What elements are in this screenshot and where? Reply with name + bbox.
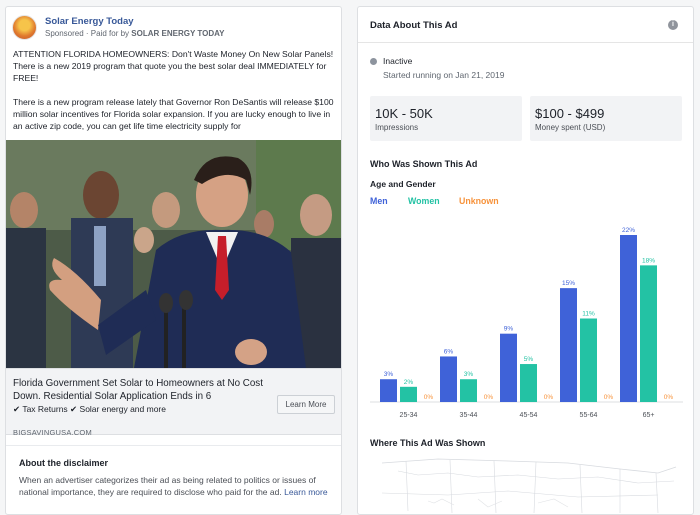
- info-icon[interactable]: i: [668, 20, 678, 30]
- us-map: [378, 457, 678, 514]
- divider: [358, 42, 693, 43]
- bar-women-55-64: [580, 318, 597, 402]
- data-label: 11%: [582, 311, 595, 318]
- link-preview[interactable]: Florida Government Set Solar to Homeowne…: [6, 368, 341, 437]
- data-label: 6%: [444, 348, 454, 355]
- sponsored-prefix: Sponsored · Paid for by: [45, 29, 132, 38]
- ad-body-text: ATTENTION FLORIDA HOMEOWNERS: Don't Wast…: [13, 48, 337, 144]
- link-domain: BIGSAVINGUSA.COM: [13, 428, 92, 437]
- ad-data-panel: Data About This Ad i Inactive Started ru…: [357, 6, 694, 515]
- x-tick-label: 65+: [643, 412, 655, 419]
- data-label: 0%: [544, 394, 554, 401]
- impressions-value: 10K - 50K: [375, 106, 433, 121]
- data-label: 15%: [562, 280, 575, 287]
- x-tick-label: 45-54: [520, 412, 538, 419]
- sponsored-line: Sponsored · Paid for by SOLAR ENERGY TOD…: [45, 29, 225, 38]
- legend-unknown[interactable]: Unknown: [459, 196, 499, 206]
- data-label: 3%: [384, 371, 394, 378]
- age-gender-chart: 3% 2% 0% 25-34 6% 3% 0% 35-44 9% 5% 0% 45-54 15% 11% 0…: [370, 227, 683, 419]
- start-date: Started running on Jan 21, 2019: [383, 70, 505, 80]
- x-tick-label: 35-44: [460, 412, 478, 419]
- data-label: 9%: [504, 326, 514, 333]
- x-tick-label: 55-64: [580, 412, 598, 419]
- data-label: 0%: [424, 394, 434, 401]
- page-avatar[interactable]: [12, 15, 37, 40]
- divider: [6, 445, 341, 446]
- spend-value: $100 - $499: [535, 106, 605, 121]
- data-label: 0%: [664, 394, 674, 401]
- ad-paragraph-2: There is a new program release lately th…: [13, 97, 334, 131]
- ad-photo-illustration: [6, 140, 341, 368]
- ad-preview-card: Solar Energy Today Sponsored · Paid for …: [5, 6, 342, 515]
- bar-women-35-44: [460, 379, 477, 402]
- who-shown-title: Who Was Shown This Ad: [370, 159, 478, 169]
- age-gender-label: Age and Gender: [370, 179, 436, 189]
- status-dot-icon: [370, 58, 377, 65]
- disclaimer-title: About the disclaimer: [19, 458, 109, 468]
- data-label: 0%: [484, 394, 494, 401]
- impressions-label: Impressions: [375, 123, 419, 132]
- legend-women[interactable]: Women: [408, 196, 440, 206]
- spend-label: Money spent (USD): [535, 123, 606, 132]
- disclaimer-text: When an advertiser categorizes their ad …: [19, 475, 334, 498]
- where-shown-title: Where This Ad Was Shown: [370, 438, 486, 448]
- bar-men-35-44: [440, 356, 457, 402]
- bar-women-65+: [640, 265, 657, 402]
- panel-title: Data About This Ad: [370, 20, 458, 31]
- data-label: 2%: [404, 379, 414, 386]
- x-tick-label: 25-34: [400, 412, 418, 419]
- legend-men[interactable]: Men: [370, 196, 388, 206]
- spend-card: $100 - $499 Money spent (USD): [530, 96, 682, 141]
- data-label: 22%: [622, 227, 635, 234]
- learn-more-button[interactable]: Learn More: [277, 395, 335, 414]
- disclaimer-body: When an advertiser categorizes their ad …: [19, 475, 316, 497]
- bar-men-25-34: [380, 379, 397, 402]
- bar-women-45-54: [520, 364, 537, 402]
- learn-more-link[interactable]: Learn more: [284, 486, 328, 497]
- paid-by-name: SOLAR ENERGY TODAY: [131, 29, 225, 38]
- ad-paragraph-1: ATTENTION FLORIDA HOMEOWNERS: Don't Wast…: [13, 49, 334, 83]
- bar-men-55-64: [560, 288, 577, 402]
- data-label: 0%: [604, 394, 614, 401]
- link-tags: ✔ Tax Returns ✔ Solar energy and more: [13, 404, 166, 414]
- impressions-card: 10K - 50K Impressions: [370, 96, 522, 141]
- bar-women-25-34: [400, 386, 417, 402]
- data-label: 3%: [464, 371, 474, 378]
- bar-men-65+: [620, 235, 637, 402]
- ad-image[interactable]: [6, 140, 341, 368]
- bar-men-45-54: [500, 333, 517, 402]
- page-name-link[interactable]: Solar Energy Today: [45, 16, 134, 27]
- status-label: Inactive: [383, 56, 413, 66]
- data-label: 5%: [524, 356, 534, 363]
- link-title[interactable]: Florida Government Set Solar to Homeowne…: [13, 378, 263, 402]
- data-label: 18%: [642, 257, 655, 264]
